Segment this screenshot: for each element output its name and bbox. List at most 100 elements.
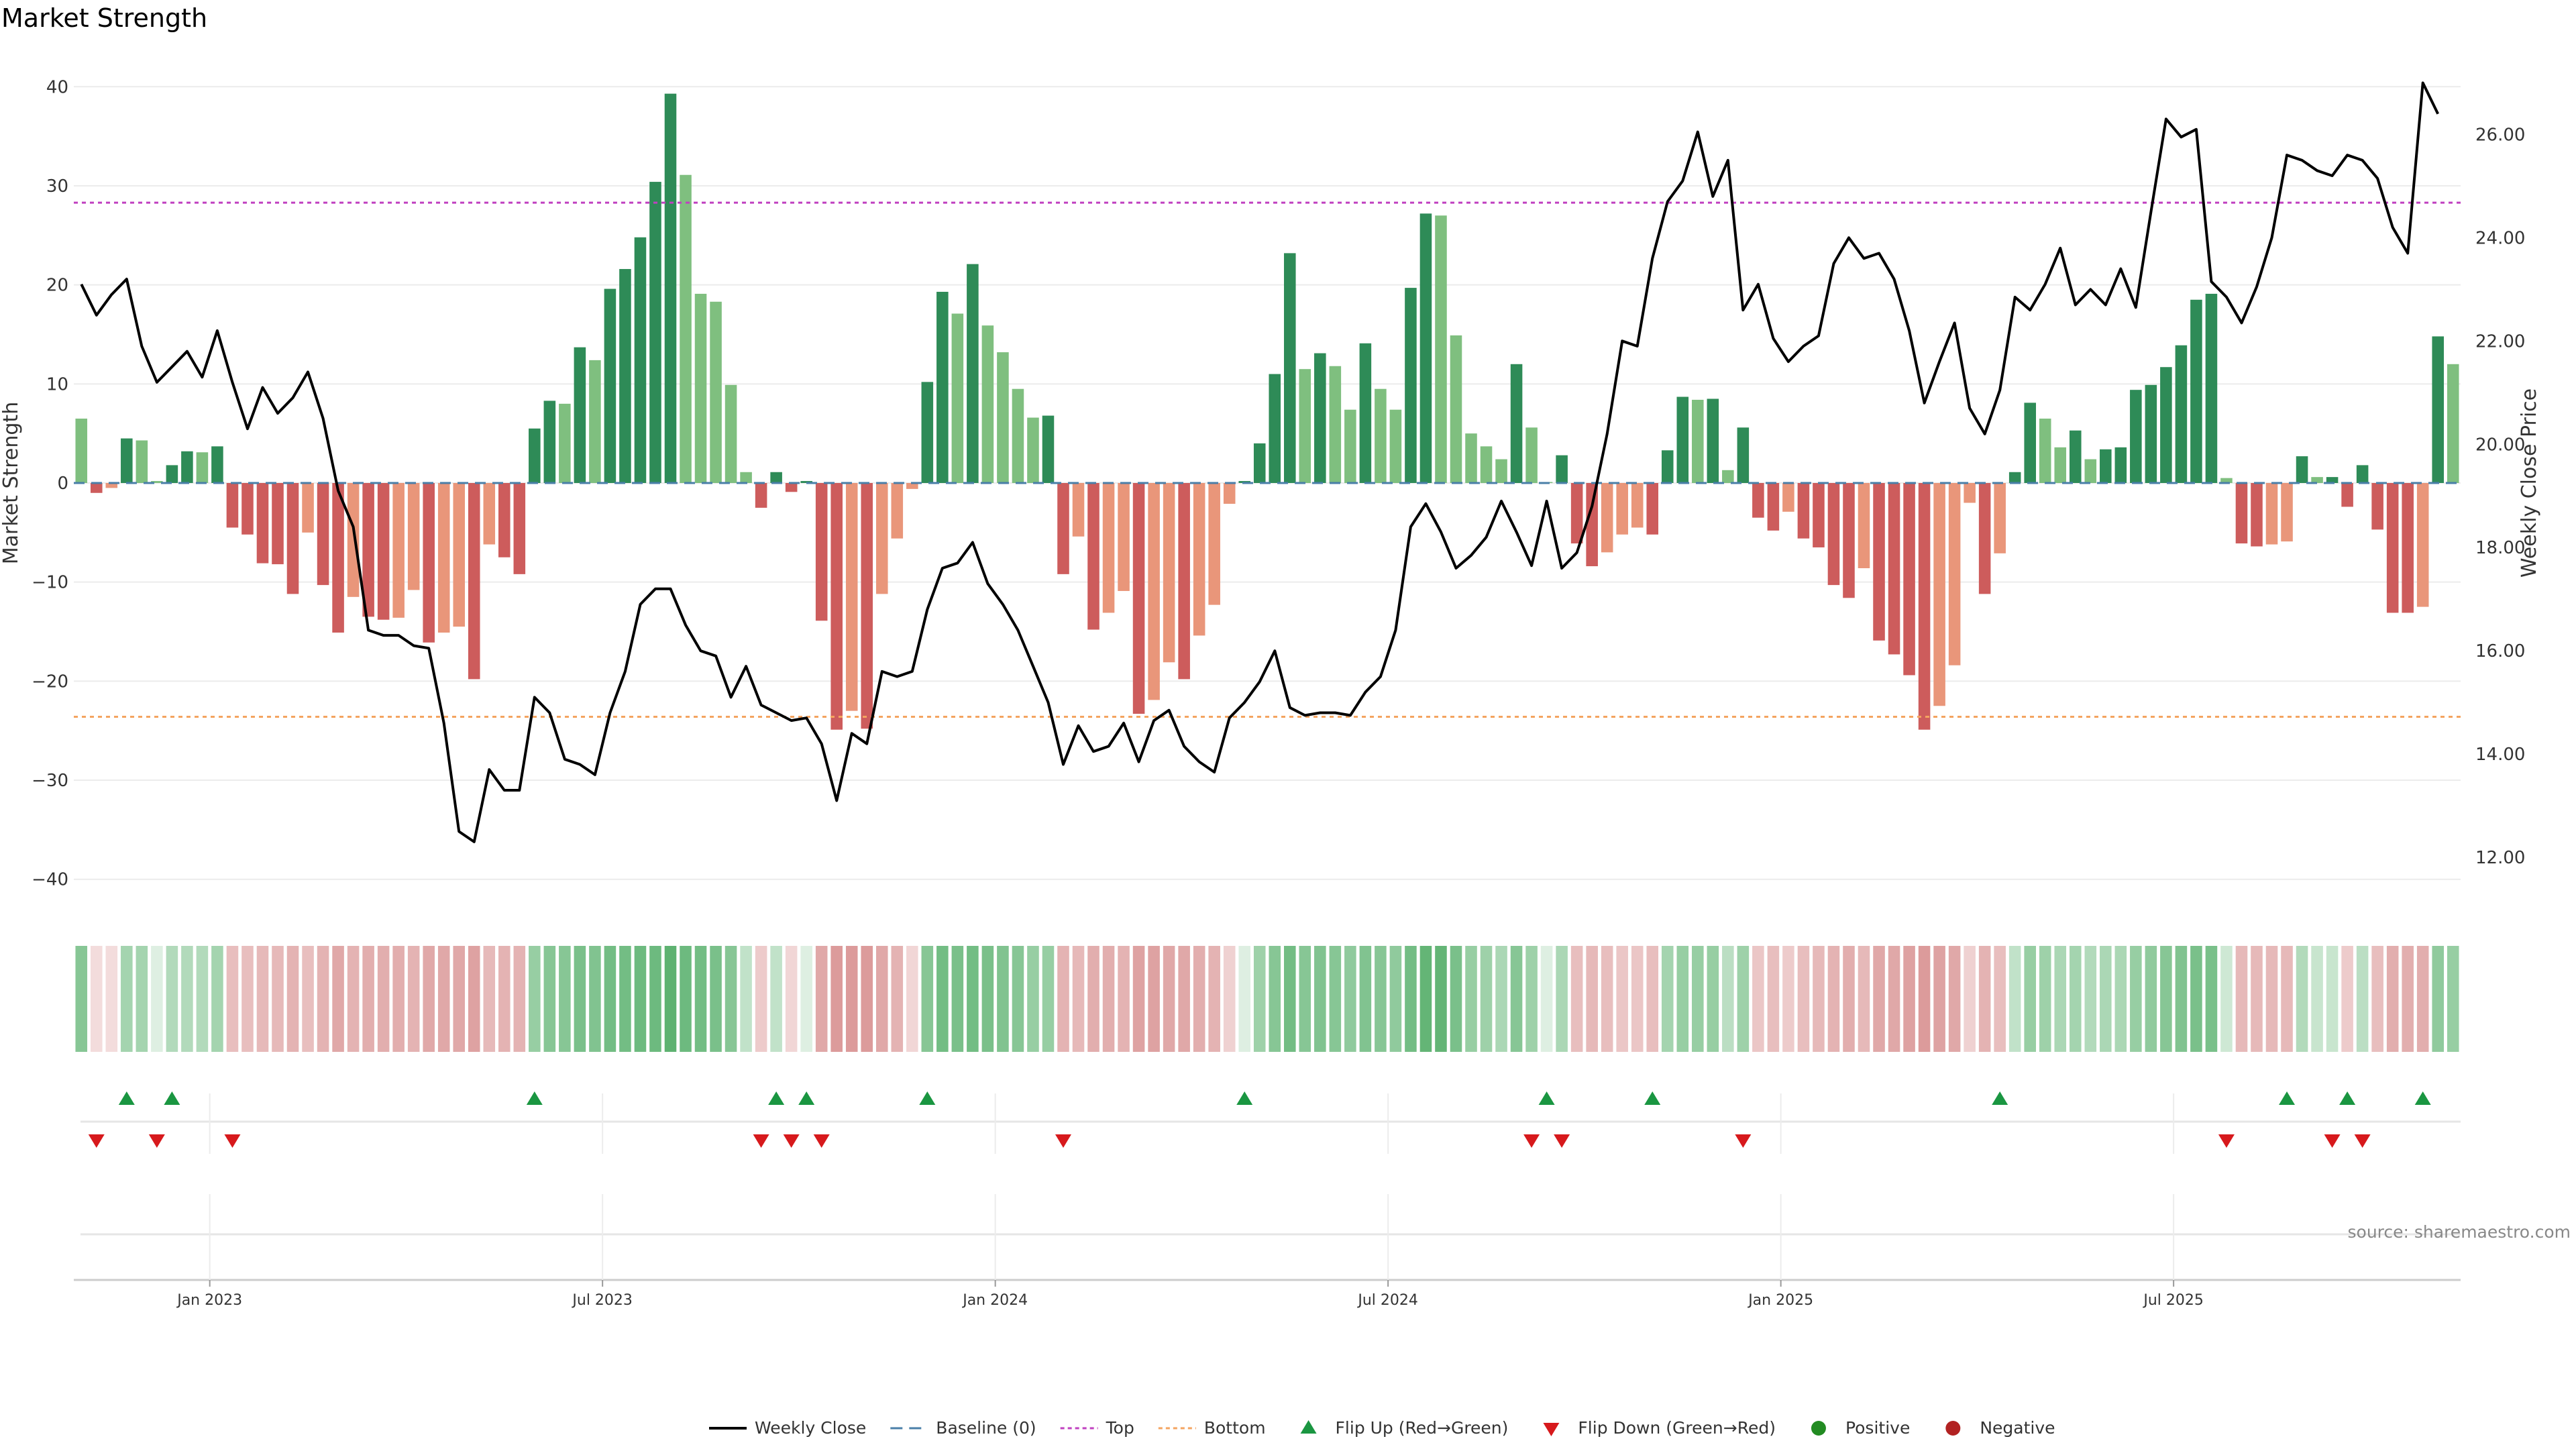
heat-cell — [1405, 946, 1417, 1052]
strength-bar — [226, 483, 239, 528]
strength-bar — [845, 483, 858, 711]
y-tick-label: 0 — [57, 474, 68, 494]
strength-bar — [875, 483, 888, 594]
heat-cell — [694, 946, 707, 1052]
heat-cell — [574, 946, 586, 1052]
strength-bar — [770, 472, 782, 483]
heat-cell — [1193, 946, 1205, 1052]
heat-cell — [332, 946, 344, 1052]
heat-cell — [1299, 946, 1311, 1052]
strength-bar — [1707, 398, 1719, 483]
heat-cell — [121, 946, 133, 1052]
heat-cell — [1737, 946, 1750, 1052]
strength-bar — [1888, 483, 1900, 655]
strength-bar — [1419, 213, 1432, 483]
heat-cell — [981, 946, 994, 1052]
strength-bar — [1994, 483, 2006, 553]
heat-cell — [2371, 946, 2383, 1052]
strength-bar — [317, 483, 329, 586]
strength-bar — [1132, 483, 1145, 714]
x-tick-label: Jan 2025 — [1747, 1292, 1813, 1309]
legend-item-positive: Positive — [1811, 1418, 1910, 1438]
strength-bar — [1118, 483, 1130, 591]
y2-tick-label: 24.00 — [2475, 228, 2525, 248]
strength-bar — [815, 483, 828, 621]
date-axis: Jan 2023 Jul 2023 Jan 2024 Jul 2024 Jan 2025… — [74, 1093, 2461, 1309]
strength-bar — [1843, 483, 1855, 598]
flip-down-marker — [1055, 1134, 1071, 1148]
strength-bar — [1978, 483, 1991, 594]
heat-cell — [649, 946, 661, 1052]
heat-strip — [75, 946, 2459, 1052]
strength-bar — [1087, 483, 1099, 630]
strength-bar — [1752, 483, 1764, 518]
heat-cell — [2296, 946, 2308, 1052]
strength-bar — [1782, 483, 1794, 512]
y-tick-label: −10 — [32, 573, 68, 593]
strength-bar — [423, 483, 435, 643]
strength-bar — [2008, 472, 2021, 483]
strength-bar — [559, 403, 571, 483]
flip-markers — [80, 1091, 2461, 1148]
heat-cell — [1813, 946, 1825, 1052]
strength-bar — [997, 352, 1009, 483]
strength-bar — [664, 93, 677, 484]
heat-cell — [891, 946, 904, 1052]
strength-bar — [1948, 483, 1961, 665]
heat-cell — [272, 946, 284, 1052]
strength-bar — [166, 465, 178, 483]
heat-cell — [2160, 946, 2172, 1052]
strength-bar — [2190, 299, 2202, 483]
strength-bar — [1057, 483, 1069, 574]
heat-cell — [256, 946, 269, 1052]
strength-bar — [2024, 402, 2036, 483]
strength-bar — [136, 440, 148, 483]
heat-cell — [1283, 946, 1296, 1052]
legend-label: Top — [1106, 1418, 1134, 1438]
heat-cell — [1692, 946, 1704, 1052]
heat-cell — [211, 946, 223, 1052]
heat-cell — [755, 946, 767, 1052]
strength-bar — [2356, 465, 2369, 483]
heat-cell — [1964, 946, 1976, 1052]
heat-cell — [2205, 946, 2218, 1052]
strength-bar — [1722, 470, 1734, 483]
left-axis-ticks: 40 30 20 10 0 −10 −20 −30 −40 — [32, 77, 68, 890]
heat-cell — [453, 946, 466, 1052]
heat-cell — [1570, 946, 1583, 1052]
strength-bar — [967, 264, 979, 483]
strength-bar — [90, 483, 103, 493]
heat-cell — [559, 946, 571, 1052]
strength-bar — [1435, 215, 1447, 483]
legend-swatch — [1300, 1420, 1317, 1434]
heat-cell — [286, 946, 299, 1052]
heat-cell — [151, 946, 163, 1052]
heat-cell — [634, 946, 647, 1052]
heat-cell — [1375, 946, 1387, 1052]
strength-bar — [1495, 459, 1507, 483]
flip-up-marker — [164, 1091, 180, 1105]
strength-bar — [2220, 478, 2233, 483]
strength-bar — [2341, 483, 2353, 507]
strength-bar — [1661, 450, 1674, 483]
heat-cell — [1118, 946, 1130, 1052]
heat-cell — [921, 946, 934, 1052]
heat-cell — [1087, 946, 1099, 1052]
heat-cell — [815, 946, 828, 1052]
heat-cell — [1631, 946, 1644, 1052]
heat-cell — [906, 946, 918, 1052]
strength-bar — [755, 483, 767, 508]
heat-cell — [1722, 946, 1734, 1052]
strength-bar — [1042, 415, 1055, 483]
strength-bar — [1616, 483, 1628, 535]
strength-bar — [1314, 353, 1326, 483]
heat-cell — [2402, 946, 2414, 1052]
heat-cell — [997, 946, 1009, 1052]
heat-cell — [1767, 946, 1780, 1052]
heat-cell — [2145, 946, 2157, 1052]
strength-bar — [1223, 483, 1236, 504]
legend-item-baseline: Baseline (0) — [890, 1418, 1036, 1438]
heat-cell — [437, 946, 450, 1052]
strength-bar — [1375, 388, 1387, 483]
heat-cell — [2416, 946, 2429, 1052]
